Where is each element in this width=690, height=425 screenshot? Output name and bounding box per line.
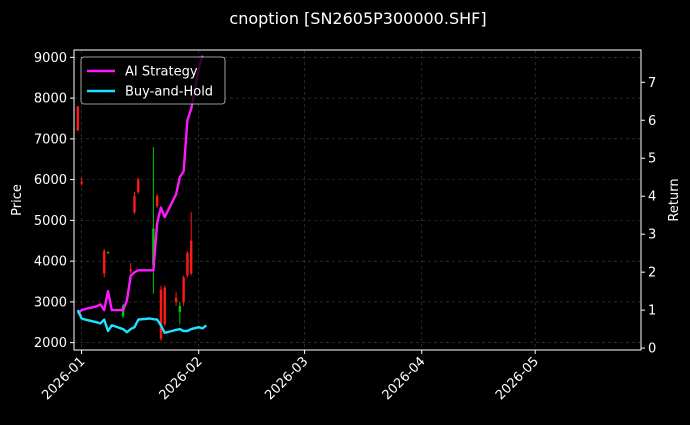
candle-body — [155, 195, 159, 207]
x-tick-label: 2026-04 — [380, 354, 429, 403]
candle-body — [178, 305, 182, 313]
plot-frame — [73, 49, 642, 351]
legend: AI Strategy Buy-and-Hold — [80, 56, 226, 105]
candlesticks — [76, 106, 193, 341]
y2-tick-label: 1 — [648, 304, 656, 319]
candle-body — [80, 181, 83, 184]
candle-body — [174, 297, 178, 302]
y-axis-label: Price — [10, 184, 25, 216]
x-tick-label: 2026-03 — [262, 354, 311, 403]
chart-title: cnoption [SN2605P300000.SHF] — [229, 9, 486, 28]
y-tick-label: 5000 — [34, 214, 67, 229]
y2-tick-label: 4 — [648, 190, 656, 205]
grid-lines — [74, 50, 641, 350]
candle-body — [182, 277, 185, 302]
candle-body — [133, 195, 136, 213]
series-line — [76, 55, 204, 315]
candle-body — [163, 287, 166, 325]
candle-body — [137, 179, 140, 192]
x-tick-label: 2026-05 — [493, 354, 542, 403]
y2-tick-label: 7 — [648, 76, 656, 91]
y-tick-label: 8000 — [34, 92, 67, 107]
y-tick-label: 3000 — [34, 295, 67, 310]
y2-axis-label: Return — [667, 178, 682, 221]
y-tick-label: 6000 — [34, 173, 67, 188]
legend-label: Buy-and-Hold — [125, 85, 213, 100]
legend-box — [80, 56, 226, 105]
y2-tick-label: 5 — [648, 152, 656, 167]
y-tick-label: 2000 — [34, 336, 67, 351]
candle-body — [152, 228, 155, 266]
y2-tick-label: 3 — [648, 228, 656, 243]
return-lines — [76, 55, 208, 335]
y-tick-label: 9000 — [34, 51, 67, 66]
y2-tick-label: 6 — [648, 114, 656, 129]
candle-body — [129, 269, 132, 272]
candle-body — [103, 250, 106, 274]
series-line — [76, 309, 208, 335]
candle-body — [189, 240, 193, 274]
y-tick-label: 4000 — [34, 255, 67, 270]
candle-body — [159, 289, 163, 339]
candle-body — [106, 252, 110, 254]
y2-tick-label: 2 — [648, 266, 656, 281]
y-tick-label: 7000 — [34, 132, 67, 147]
candle-body — [186, 252, 189, 276]
candle-body — [76, 106, 79, 131]
x-tick-label: 2026-02 — [157, 354, 206, 403]
x-tick-label: 2026-01 — [39, 354, 88, 403]
y2-tick-label: 0 — [648, 342, 656, 357]
legend-label: AI Strategy — [125, 65, 198, 80]
